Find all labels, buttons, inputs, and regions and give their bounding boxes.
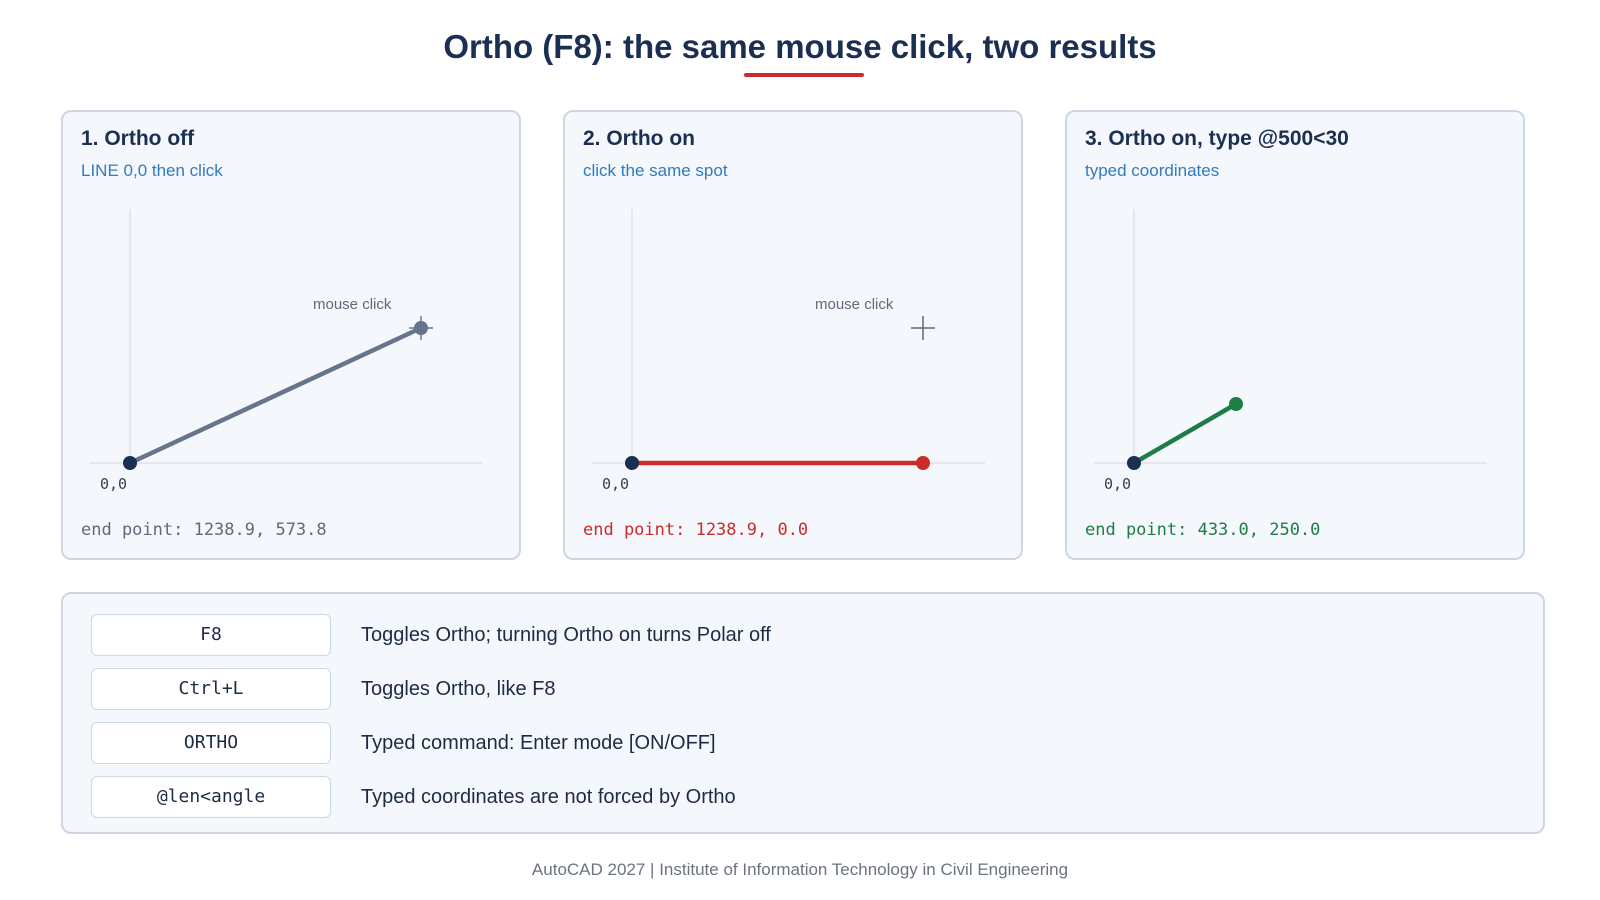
- end-point-readout: end point: 1238.9, 573.8: [81, 520, 327, 540]
- command-reference-panel: F8 Toggles Ortho; turning Ortho on turns…: [61, 592, 1545, 834]
- command-description: Toggles Ortho, like F8: [361, 678, 556, 700]
- panel-typed-coordinates: 0,0 3. Ortho on, type @500<30 typed coor…: [1065, 110, 1525, 560]
- panel-ortho-off: 0,0 mouse click 1. Ortho off LINE 0,0 th…: [61, 110, 521, 560]
- key-f8: F8: [91, 614, 331, 656]
- panel-subtitle: click the same spot: [583, 161, 728, 180]
- key-len-angle: @len<angle: [91, 776, 331, 818]
- panel-title: 1. Ortho off: [81, 127, 195, 150]
- command-description: Typed command: Enter mode [ON/OFF]: [361, 732, 716, 754]
- panel-subtitle: typed coordinates: [1085, 161, 1220, 180]
- panel-title: 2. Ortho on: [583, 127, 695, 150]
- origin-point: [1127, 456, 1141, 470]
- origin-label: 0,0: [1104, 475, 1131, 493]
- end-point-readout: end point: 1238.9, 0.0: [583, 520, 809, 540]
- drawn-line: [127, 325, 424, 466]
- origin-label: 0,0: [602, 475, 629, 493]
- end-point-marker: [916, 456, 930, 470]
- panel-title: 3. Ortho on, type @500<30: [1085, 127, 1349, 150]
- key-ortho-command: ORTHO: [91, 722, 331, 764]
- origin-point: [123, 456, 137, 470]
- drawn-line: [1131, 401, 1239, 466]
- mouse-click-label: mouse click: [815, 296, 894, 313]
- mouse-click-label: mouse click: [313, 296, 392, 313]
- end-point-marker: [1229, 397, 1243, 411]
- key-ctrl-l: Ctrl+L: [91, 668, 331, 710]
- title-underline: [744, 73, 864, 77]
- end-point-readout: end point: 433.0, 250.0: [1085, 520, 1321, 540]
- command-description: Toggles Ortho; turning Ortho on turns Po…: [361, 624, 771, 646]
- command-row-len-angle: @len<angle Typed coordinates are not for…: [91, 776, 1491, 818]
- footer-credit: AutoCAD 2027 | Institute of Information …: [531, 860, 1069, 879]
- command-row-f8: F8 Toggles Ortho; turning Ortho on turns…: [91, 614, 1491, 656]
- origin-label: 0,0: [100, 475, 127, 493]
- origin-point: [625, 456, 639, 470]
- command-description: Typed coordinates are not forced by Orth…: [361, 786, 736, 808]
- end-point-marker: [414, 321, 428, 335]
- command-row-ctrl-l: Ctrl+L Toggles Ortho, like F8: [91, 668, 1491, 710]
- ortho-on-diagram: 0,0 mouse click: [592, 209, 985, 493]
- typed-coordinates-diagram: 0,0: [1094, 209, 1487, 493]
- ortho-off-diagram: 0,0 mouse click: [90, 209, 483, 493]
- panel-ortho-on: 0,0 mouse click 2. Ortho on click the sa…: [563, 110, 1023, 560]
- command-row-ortho: ORTHO Typed command: Enter mode [ON/OFF]: [91, 722, 1491, 764]
- panel-subtitle: LINE 0,0 then click: [81, 161, 223, 180]
- page-title: Ortho (F8): the same mouse click, two re…: [443, 28, 1157, 65]
